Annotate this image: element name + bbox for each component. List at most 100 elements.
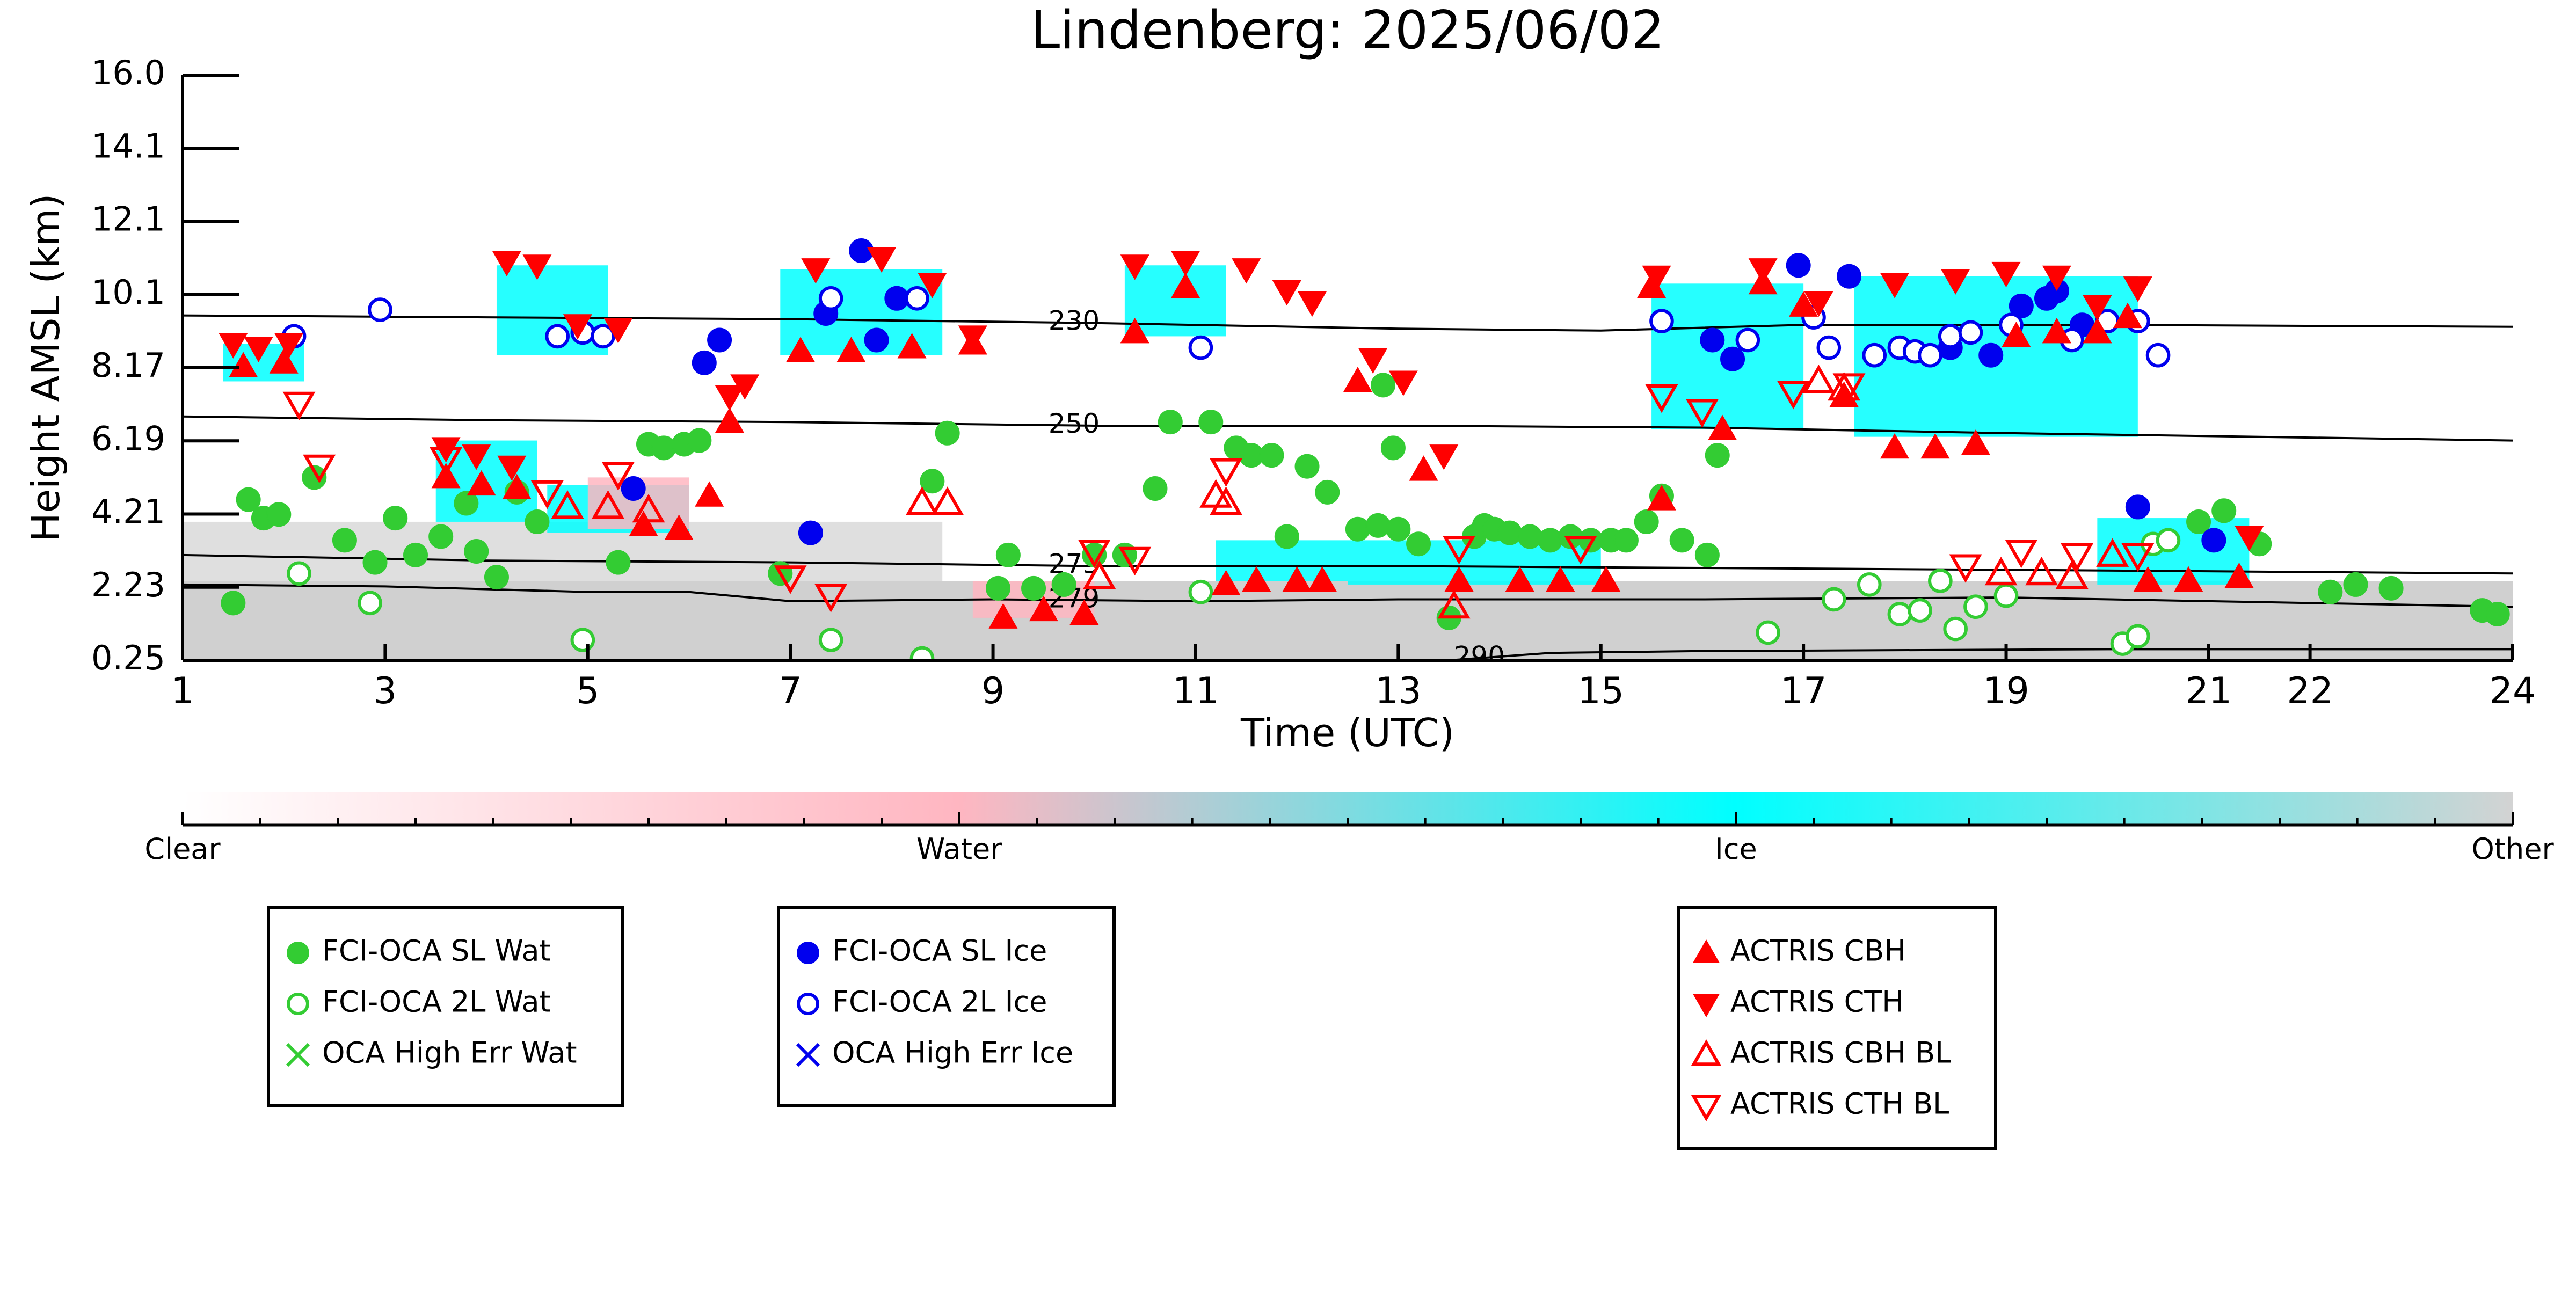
data-point — [651, 435, 676, 461]
data-point — [1029, 595, 1058, 622]
data-point — [1315, 479, 1340, 505]
data-point — [687, 428, 712, 453]
data-point — [403, 542, 428, 567]
data-point — [464, 539, 489, 564]
colorbar-label-ice: Ice — [1715, 832, 1757, 866]
legend-marker — [796, 1043, 820, 1067]
data-point — [1199, 479, 1233, 508]
contour-line-290 — [183, 648, 2513, 660]
data-point — [897, 333, 927, 359]
data-point — [818, 286, 843, 311]
legend-marker — [1691, 1095, 1722, 1122]
data-point — [920, 469, 945, 494]
data-point — [303, 454, 336, 484]
data-point — [266, 502, 292, 527]
data-point — [1777, 381, 1810, 410]
data-point — [1198, 410, 1224, 435]
data-point — [545, 324, 570, 349]
legend-label: ACTRIS CBH BL — [1730, 1036, 1951, 1070]
data-point — [383, 506, 408, 531]
x-tick-label: 17 — [1780, 670, 1827, 712]
data-point — [219, 333, 248, 359]
legend-label: FCI-OCA SL Ice — [832, 934, 1047, 968]
data-point — [1078, 540, 1111, 569]
data-point — [358, 591, 382, 616]
data-point — [2042, 318, 2071, 344]
data-point — [801, 258, 831, 284]
y-tick-label: 0.25 — [91, 638, 165, 677]
data-point — [629, 511, 658, 536]
x-tick-label: 21 — [2186, 670, 2232, 712]
data-point — [274, 333, 304, 359]
legend-label: ACTRIS CTH — [1730, 985, 1904, 1019]
legend-marker — [287, 993, 309, 1015]
data-point — [1211, 570, 1241, 595]
data-point — [428, 524, 454, 549]
data-point — [1171, 251, 1200, 276]
data-point — [2378, 575, 2404, 601]
data-point — [462, 444, 491, 470]
legend-marker — [797, 993, 819, 1015]
data-point — [988, 603, 1018, 629]
y-tick-label: 2.23 — [91, 565, 165, 604]
data-point — [570, 628, 595, 652]
data-point — [1880, 273, 1909, 298]
data-point — [1816, 335, 1842, 360]
data-point — [1918, 342, 1942, 368]
data-point — [2096, 538, 2129, 567]
contour-line-273 — [183, 553, 2513, 575]
data-point — [2224, 562, 2254, 588]
chart-title: Lindenberg: 2025/06/02 — [1031, 0, 1665, 61]
data-point — [1832, 373, 1866, 402]
data-point — [1282, 566, 1312, 592]
data-point — [1963, 594, 1988, 620]
data-point — [818, 628, 843, 652]
data-point — [1051, 572, 1076, 597]
data-point — [1188, 579, 1213, 604]
colorbar-label-other: Other — [2471, 832, 2554, 866]
data-point — [1748, 258, 1778, 284]
legend-marker — [1693, 994, 1720, 1018]
data-point — [1591, 566, 1621, 592]
data-point — [2318, 579, 2343, 604]
data-point — [1789, 291, 1818, 317]
data-point — [1546, 566, 1575, 592]
data-point — [931, 486, 964, 515]
legend-marker — [797, 942, 819, 964]
data-point — [935, 420, 960, 446]
x-tick-label: 5 — [576, 670, 599, 712]
data-point — [1735, 327, 1760, 353]
data-point — [1380, 435, 1406, 461]
data-point — [2061, 543, 2094, 572]
data-point — [774, 565, 807, 594]
data-point — [2055, 560, 2089, 589]
data-point — [995, 542, 1021, 567]
data-point — [918, 273, 947, 298]
series-fci-oca-2l-wat — [287, 528, 2181, 660]
data-point — [229, 352, 258, 377]
data-point — [1143, 476, 1168, 501]
legend-label: ACTRIS CBH — [1730, 934, 1906, 968]
data-point — [454, 491, 479, 516]
data-point — [1437, 589, 1471, 619]
data-point — [1343, 367, 1372, 392]
data-point — [1837, 264, 1862, 289]
data-point — [269, 348, 299, 374]
data-point — [530, 480, 564, 509]
colorbar-label-water: Water — [916, 832, 1002, 866]
data-point — [2005, 540, 2038, 569]
x-tick-label: 1 — [171, 670, 194, 712]
data-point — [2126, 624, 2150, 649]
legend-water: FCI-OCA SL Wat FCI-OCA 2L Wat OCA High Err… — [267, 906, 624, 1107]
data-point — [1232, 258, 1261, 284]
data-point — [664, 514, 694, 540]
legend-marker — [287, 942, 309, 964]
x-tick-label: 24 — [2490, 670, 2536, 712]
data-point — [1429, 444, 1459, 470]
legend-label: OCA High Err Wat — [322, 1036, 577, 1070]
data-point — [1120, 254, 1149, 280]
x-tick-label: 11 — [1173, 670, 1219, 712]
data-point — [909, 646, 935, 660]
